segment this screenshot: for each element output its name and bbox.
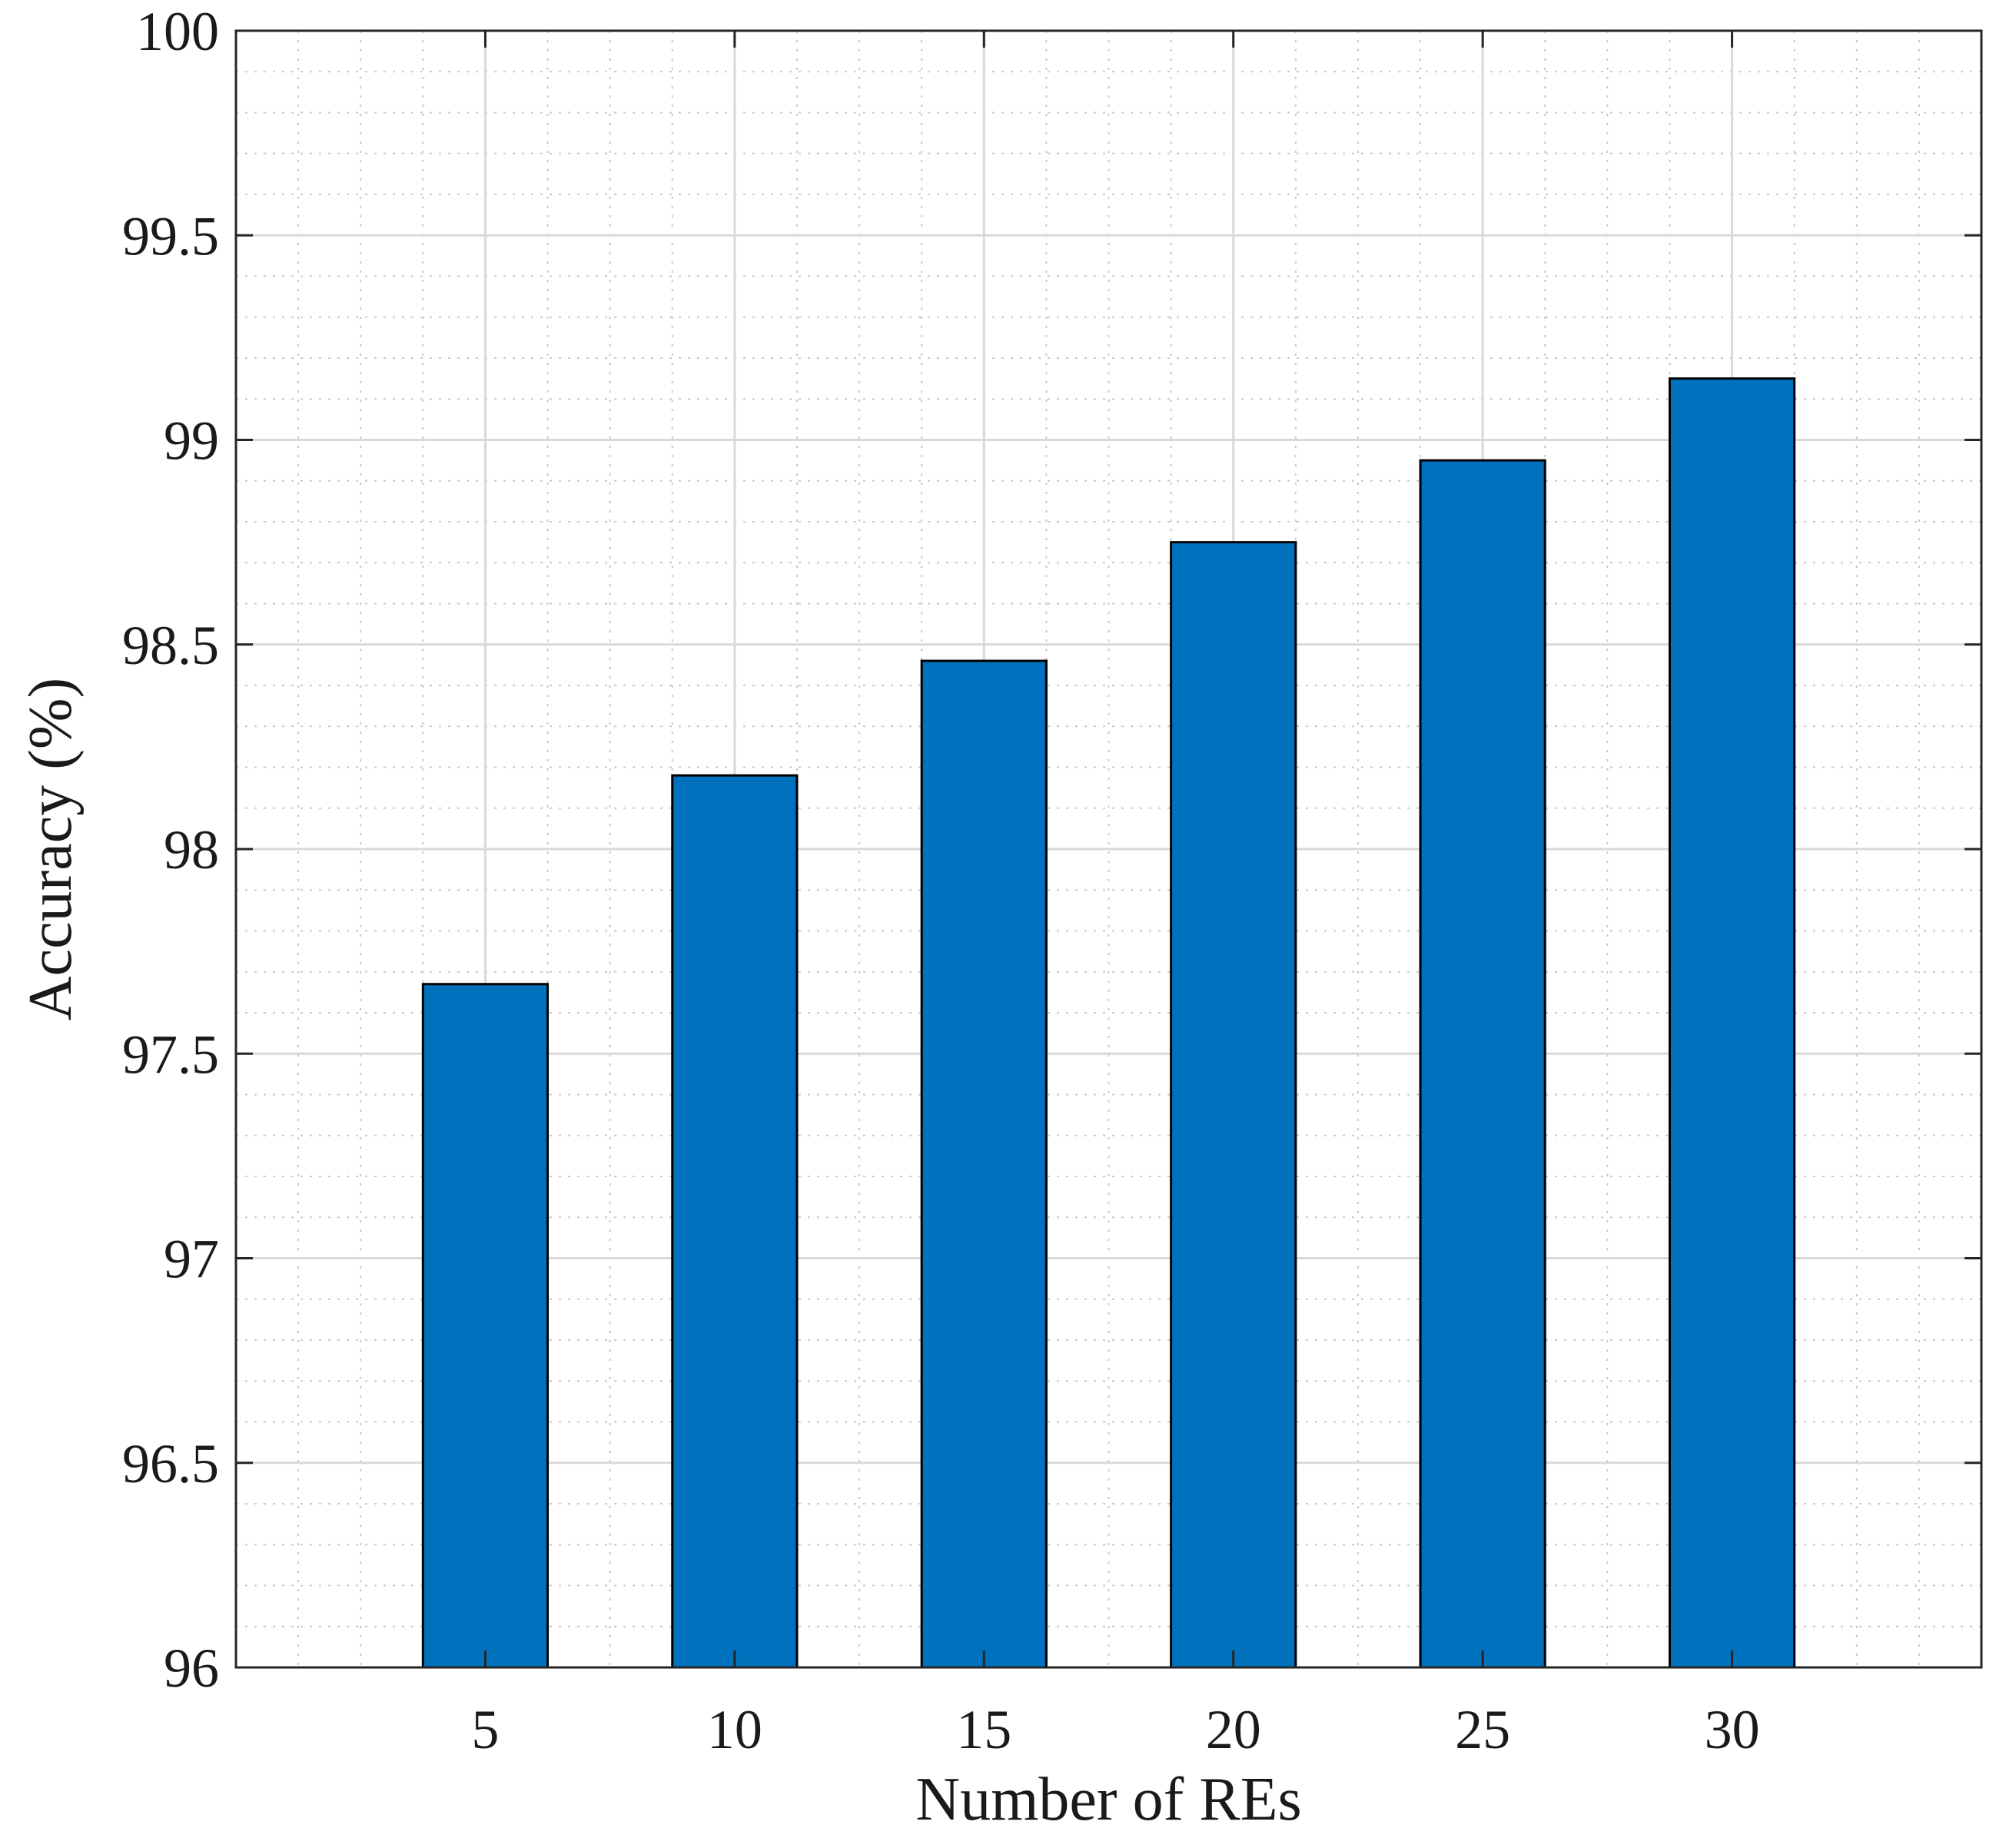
bar-30 (1668, 377, 1796, 1669)
x-ticks: 5 10 15 20 25 30 (471, 31, 1760, 1760)
bar-20 (1170, 541, 1297, 1669)
bar-15 (920, 659, 1048, 1669)
x-tick-label: 25 (1455, 1699, 1510, 1760)
x-axis-label: Number of REs (915, 1766, 1301, 1833)
y-tick-label: 96.5 (122, 1433, 219, 1495)
x-tick-label: 15 (956, 1699, 1011, 1760)
y-ticks: 96 96.5 97 97.5 98 98.5 99 99.5 100 (122, 1, 1981, 1699)
x-tick-label: 5 (471, 1699, 499, 1760)
y-tick-label: 96 (164, 1637, 219, 1699)
bar-25 (1419, 459, 1546, 1669)
x-tick-label: 20 (1206, 1699, 1261, 1760)
bars (421, 377, 1796, 1669)
bar-10 (671, 774, 799, 1669)
y-axis-label: Accuracy (%) (17, 678, 85, 1020)
y-tick-label: 99 (164, 410, 219, 472)
x-tick-label: 10 (707, 1699, 762, 1760)
y-tick-label: 97.5 (122, 1024, 219, 1085)
y-tick-label: 98.5 (122, 615, 219, 676)
y-tick-label: 98 (164, 819, 219, 881)
y-tick-label: 100 (136, 1, 219, 62)
bar-5 (421, 983, 550, 1669)
x-tick-label: 30 (1705, 1699, 1760, 1760)
y-tick-label: 97 (164, 1229, 219, 1290)
y-tick-label: 99.5 (122, 205, 219, 267)
